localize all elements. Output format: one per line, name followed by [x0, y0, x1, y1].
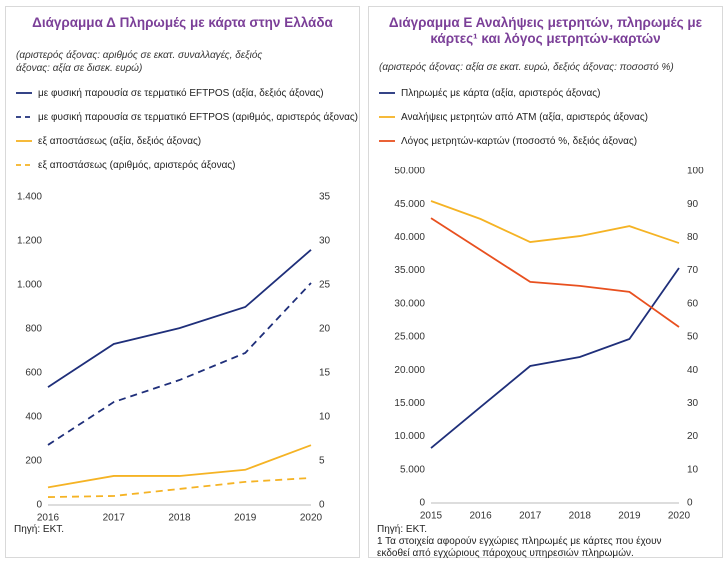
y-tick-label: 0 [419, 498, 425, 509]
y2-tick-label: 90 [687, 199, 699, 210]
y-tick-label: 45.000 [394, 199, 425, 210]
y2-tick-label: 60 [687, 298, 699, 309]
y-tick-label: 600 [25, 368, 42, 379]
source-block: Πηγή: ΕΚΤ. [14, 524, 304, 536]
legend-swatch [16, 140, 32, 142]
y2-tick-label: 30 [319, 236, 331, 247]
legend-label: με φυσική παρουσία σε τερματικό EFTPOS (… [38, 111, 358, 123]
legend-item: Λόγος μετρητών-καρτών (ποσοστό %, δεξιός… [379, 129, 648, 153]
chart-title: Διάγραμμα Δ Πληρωμές με κάρτα στην Ελλάδ… [32, 15, 333, 30]
x-tick-label: 2019 [618, 511, 641, 522]
x-tick-label: 2018 [569, 511, 592, 522]
legend: Πληρωμές με κάρτα (αξία, αριστερός άξονα… [379, 81, 648, 153]
y2-tick-label: 70 [687, 265, 699, 276]
legend-swatch [379, 116, 395, 118]
legend: με φυσική παρουσία σε τερματικό EFTPOS (… [16, 81, 358, 177]
x-tick-label: 2015 [420, 511, 443, 522]
y-tick-label: 200 [25, 456, 42, 467]
plot: 0 5.000 10.000 15.000 20.000 25.000 30.000 35.0… [394, 167, 704, 522]
legend-item: εξ αποστάσεως (αξία, δεξιός άξονας) [16, 129, 358, 153]
x-tick-label: 2019 [234, 513, 257, 524]
x-tick-label: 2017 [103, 513, 126, 524]
y-tick-label: 1.000 [17, 280, 42, 291]
y2-tick-label: 30 [687, 398, 699, 409]
x-tick-label: 2016 [469, 511, 492, 522]
y2-tick-label: 20 [319, 324, 331, 335]
y-tick-label: 0 [36, 500, 42, 511]
legend-item: με φυσική παρουσία σε τερματικό EFTPOS (… [16, 105, 358, 129]
y-tick-label: 800 [25, 324, 42, 335]
y2-tick-label: 10 [687, 464, 699, 475]
series-line [47, 282, 312, 446]
legend-swatch [379, 140, 395, 142]
legend-swatch [16, 92, 32, 94]
series-line [430, 200, 680, 244]
y2-tick-label: 35 [319, 192, 331, 203]
legend-label: με φυσική παρουσία σε τερματικό EFTPOS (… [38, 87, 324, 99]
legend-swatch [16, 116, 32, 118]
x-tick-label: 2020 [668, 511, 691, 522]
y2-tick-label: 10 [319, 412, 331, 423]
y2-tick-label: 20 [687, 431, 699, 442]
series-line [47, 444, 312, 489]
y2-tick-label: 40 [687, 365, 699, 376]
y2-tick-label: 80 [687, 232, 699, 243]
y-tick-label: 30.000 [394, 298, 425, 309]
x-tick-label: 2018 [168, 513, 191, 524]
legend-label: Αναλήψεις μετρητών από ATM (αξία, αριστε… [401, 111, 648, 123]
x-tick-label: 2017 [519, 511, 542, 522]
series-line [47, 249, 312, 388]
y2-tick-label: 5 [319, 456, 325, 467]
legend-label: εξ αποστάσεως (αξία, δεξιός άξονας) [38, 135, 202, 147]
y2-tick-label: 0 [319, 500, 325, 511]
footnote: 1 Τα στοιχεία αφορούν εγχώριες πληρωμές … [377, 536, 662, 559]
y-tick-label: 1.400 [17, 192, 42, 203]
x-tick-label: 2016 [37, 513, 60, 524]
legend-item: Πληρωμές με κάρτα (αξία, αριστερός άξονα… [379, 81, 648, 105]
series-line [430, 267, 680, 449]
y2-tick-label: 50 [687, 332, 699, 343]
chart-panel: Διάγραμμα Δ Πληρωμές με κάρτα στην Ελλάδ… [5, 6, 360, 558]
y-tick-label: 10.000 [394, 431, 425, 442]
legend-item: Αναλήψεις μετρητών από ATM (αξία, αριστε… [379, 105, 648, 129]
y-tick-label: 35.000 [394, 265, 425, 276]
y2-tick-label: 15 [319, 368, 331, 379]
y2-tick-label: 25 [319, 280, 331, 291]
legend-swatch [16, 164, 32, 166]
series-line [47, 477, 312, 498]
source-block: Πηγή: ΕΚΤ. 1 Τα στοιχεία αφορούν εγχώριες… [377, 524, 667, 560]
plot: 0 200 400 600 800 1.000 1.200 1.400 0 5 10 15 20 25 30… [17, 192, 331, 524]
y-tick-label: 50.000 [394, 167, 425, 177]
legend-swatch [379, 92, 395, 94]
y-tick-label: 400 [25, 412, 42, 423]
series-line [430, 217, 680, 328]
legend-label: Λόγος μετρητών-καρτών (ποσοστό %, δεξιός… [401, 135, 638, 147]
chart-panel: Διάγραμμα Ε Αναλήψεις μετρητών, πληρωμές… [368, 6, 723, 560]
chart-subtitle: (αριστερός άξονας: αξία σε εκατ. ευρώ, δ… [379, 62, 674, 73]
x-tick-label: 2020 [300, 513, 323, 524]
y2-tick-label: 0 [687, 498, 693, 509]
legend-item: με φυσική παρουσία σε τερματικό EFTPOS (… [16, 81, 358, 105]
source: Πηγή: ΕΚΤ. [377, 524, 428, 535]
legend-label: Πληρωμές με κάρτα (αξία, αριστερός άξονα… [401, 87, 601, 99]
legend-label: εξ αποστάσεως (αριθμός, αριστερός άξονας… [38, 159, 236, 171]
y-tick-label: 25.000 [394, 332, 425, 343]
y2-tick-label: 100 [687, 167, 704, 177]
chart-title: Διάγραμμα Ε Αναλήψεις μετρητών, πληρωμές… [388, 15, 703, 46]
chart-subtitle: (αριστερός άξονας: αριθμός σε εκατ. συνα… [16, 50, 263, 74]
y-tick-label: 20.000 [394, 365, 425, 376]
y-tick-label: 5.000 [400, 464, 425, 475]
y-tick-label: 40.000 [394, 232, 425, 243]
y-tick-label: 1.200 [17, 236, 42, 247]
source: Πηγή: ΕΚΤ. [14, 524, 65, 535]
y-tick-label: 15.000 [394, 398, 425, 409]
legend-item: εξ αποστάσεως (αριθμός, αριστερός άξονας… [16, 153, 358, 177]
